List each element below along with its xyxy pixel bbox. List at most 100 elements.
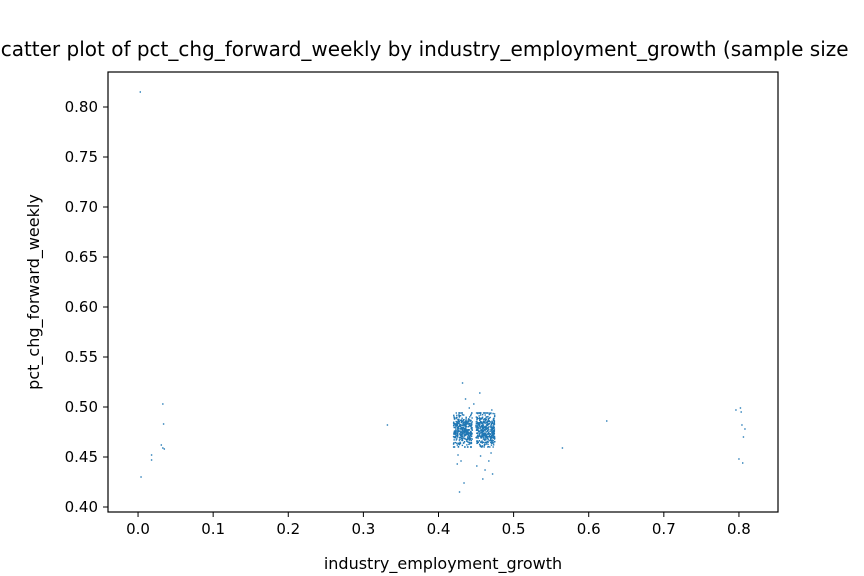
scatter-point [479, 455, 482, 457]
scatter-point [469, 425, 471, 427]
scatter-point [459, 436, 461, 438]
scatter-point [477, 441, 479, 443]
scatter-point [461, 434, 463, 436]
scatter-point [453, 421, 455, 423]
scatter-point [462, 422, 465, 424]
scatter-point [453, 446, 456, 448]
scatter-point [162, 403, 164, 405]
y-tick-label: 0.45 [65, 448, 98, 466]
scatter-point [477, 424, 479, 426]
scatter-point [458, 415, 460, 417]
scatter-point [482, 436, 484, 438]
scatter-point [477, 432, 479, 434]
scatter-point [484, 439, 486, 442]
scatter-point [483, 437, 485, 439]
scatter-point [481, 417, 483, 419]
scatter-point [466, 440, 468, 442]
scatter-point [471, 438, 473, 440]
scatter-point [470, 422, 472, 425]
scatter-point [478, 440, 480, 442]
scatter-point [485, 432, 487, 435]
scatter-point [456, 423, 458, 425]
scatter-point [493, 432, 496, 435]
scatter-point [742, 462, 744, 464]
scatter-point [487, 412, 489, 414]
scatter-point [475, 426, 477, 429]
scatter-point [479, 418, 481, 420]
scatter-point [489, 430, 491, 433]
scatter-point [462, 426, 465, 429]
scatter-point [484, 419, 487, 422]
scatter-point [476, 435, 479, 437]
scatter-point [463, 482, 465, 484]
scatter-point [459, 412, 461, 414]
scatter-point [480, 431, 483, 433]
scatter-point [462, 423, 464, 425]
scatter-point [456, 434, 458, 437]
scatter-point [487, 441, 489, 443]
scatter-point [458, 491, 461, 493]
scatter-point [468, 416, 471, 418]
scatter-point [455, 416, 457, 419]
scatter-point [487, 431, 490, 433]
scatter-point [490, 423, 493, 426]
scatter-point [463, 427, 466, 430]
scatter-point [469, 424, 471, 426]
scatter-point [482, 430, 485, 433]
scatter-point [484, 420, 486, 423]
scatter-point [467, 431, 469, 433]
x-tick-label: 0.2 [276, 520, 300, 538]
scatter-point [476, 425, 479, 427]
scatter-point [477, 435, 480, 437]
scatter-point [493, 413, 496, 415]
scatter-point [455, 412, 457, 414]
scatter-point [464, 429, 466, 432]
scatter-point [458, 439, 461, 441]
scatter-point [484, 418, 487, 421]
scatter-point [455, 423, 457, 426]
scatter-point [486, 435, 488, 438]
scatter-point [487, 438, 490, 440]
scatter-point [467, 430, 469, 432]
scatter-point [477, 412, 479, 414]
scatter-point [462, 442, 465, 444]
scatter-point [457, 427, 459, 429]
scatter-point [481, 417, 483, 420]
scatter-point [466, 432, 468, 435]
scatter-point [486, 416, 488, 418]
scatter-point [463, 434, 466, 436]
scatter-point [487, 433, 489, 435]
scatter-point [459, 441, 461, 443]
y-tick-label: 0.80 [65, 98, 98, 116]
scatter-point [475, 436, 477, 439]
scatter-point [490, 433, 492, 436]
scatter-point [469, 430, 472, 433]
scatter-point [492, 440, 495, 442]
scatter-point [481, 434, 483, 436]
scatter-point [470, 427, 472, 429]
scatter-point [470, 424, 472, 426]
scatter-point [463, 435, 466, 437]
scatter-point [456, 414, 458, 417]
scatter-point [482, 427, 484, 430]
scatter-point [479, 445, 482, 447]
scatter-point [485, 426, 488, 428]
scatter-point [492, 437, 494, 439]
scatter-point [453, 439, 455, 441]
scatter-point [456, 426, 459, 428]
scatter-point [470, 413, 472, 416]
scatter-point [485, 435, 487, 438]
scatter-point [160, 444, 163, 446]
scatter-point [480, 412, 482, 414]
scatter-point [461, 438, 464, 440]
scatter-point [485, 421, 488, 423]
scatter-point [488, 426, 490, 428]
scatter-point [461, 414, 464, 416]
scatter-point [494, 415, 496, 417]
scatter-point [476, 442, 478, 445]
scatter-point [466, 444, 468, 446]
scatter-point [454, 441, 457, 444]
scatter-point [457, 433, 459, 435]
scatter-point [476, 418, 478, 420]
scatter-point [464, 398, 467, 400]
